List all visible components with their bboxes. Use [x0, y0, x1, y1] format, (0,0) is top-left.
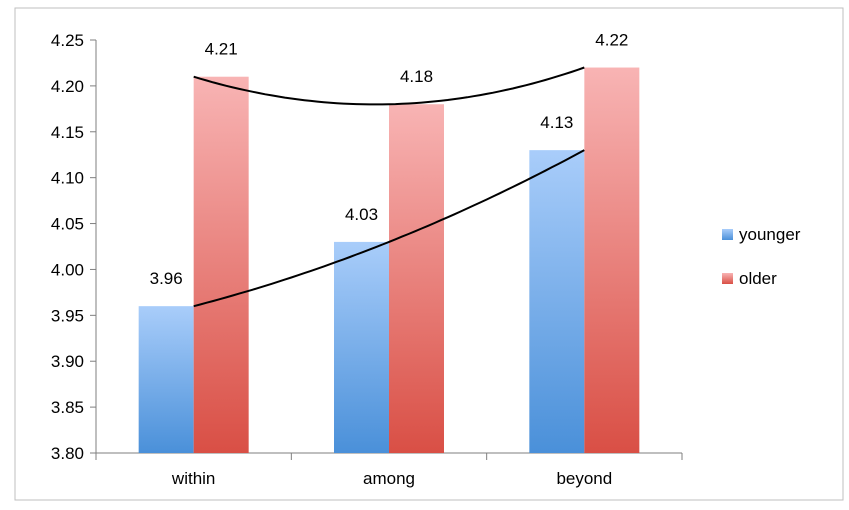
bar-older-beyond [584, 67, 640, 454]
legend-label-older: older [739, 269, 777, 288]
y-tick-label: 4.20 [51, 77, 84, 96]
legend-swatch-younger [722, 229, 733, 240]
y-tick-label: 4.05 [51, 215, 84, 234]
trendline-younger [193, 149, 585, 308]
data-label: 4.21 [205, 40, 238, 59]
bar-older-within [193, 76, 249, 453]
data-label: 3.96 [150, 269, 183, 288]
chart-frame [14, 7, 844, 501]
trendlines [193, 66, 585, 308]
legend: younger older [722, 225, 801, 288]
legend-swatch-older [722, 273, 733, 284]
x-tick-label: within [171, 469, 215, 488]
y-tick-label: 3.85 [51, 398, 84, 417]
data-labels: 3.96 4.03 4.13 4.21 4.18 4.22 [150, 31, 629, 289]
y-axis: 4.25 4.20 4.15 4.10 4.05 4.00 3.95 3.90 3.85 3.80 [51, 31, 97, 463]
bar-younger-among [334, 241, 389, 453]
bar-younger-beyond [529, 150, 585, 453]
x-axis: within among beyond [95, 452, 683, 488]
bars [138, 67, 640, 454]
data-label: 4.18 [400, 67, 433, 86]
y-tick-label: 4.10 [51, 169, 84, 188]
x-tick-label: beyond [556, 469, 612, 488]
y-tick-label: 3.90 [51, 352, 84, 371]
data-label: 4.03 [345, 205, 378, 224]
y-tick-label: 4.15 [51, 123, 84, 142]
x-tick-label: among [363, 469, 415, 488]
legend-label-younger: younger [739, 225, 801, 244]
trendline-older [193, 66, 585, 106]
data-label: 4.22 [595, 31, 628, 50]
y-tick-label: 4.25 [51, 31, 84, 50]
y-tick-label: 3.95 [51, 306, 84, 325]
y-tick-label: 3.80 [51, 444, 84, 463]
bar-younger-within [138, 306, 194, 453]
data-label: 4.13 [540, 113, 573, 132]
bar-older-among [389, 104, 444, 453]
y-tick-label: 4.00 [51, 260, 84, 279]
